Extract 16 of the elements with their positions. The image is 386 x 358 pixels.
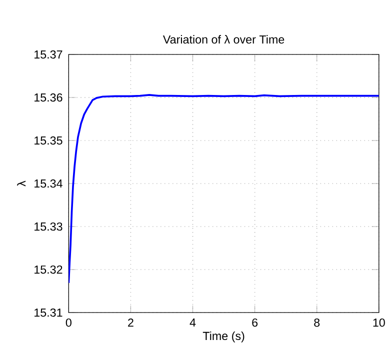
- y-axis-title: λ: [17, 180, 26, 187]
- y-tick-label: 15.34: [34, 180, 62, 188]
- y-tick-label: 15.37: [34, 50, 62, 59]
- x-tick-label: 6: [252, 318, 258, 327]
- y-tick-label: 15.31: [34, 308, 62, 317]
- x-axis-title: Time (s): [202, 332, 244, 343]
- y-tick-label: 15.32: [34, 266, 62, 274]
- x-tick-label: 8: [314, 318, 320, 327]
- y-tick-label: 15.35: [34, 136, 62, 145]
- y-tick-label: 15.36: [34, 94, 62, 102]
- x-tick-label: 0: [66, 318, 72, 327]
- chart-title: Variation of λ over Time: [162, 35, 284, 44]
- x-tick-label: 4: [190, 318, 196, 327]
- x-tick-label: 10: [373, 318, 385, 327]
- y-tick-label: 15.33: [34, 222, 62, 231]
- x-tick-label: 2: [128, 318, 134, 327]
